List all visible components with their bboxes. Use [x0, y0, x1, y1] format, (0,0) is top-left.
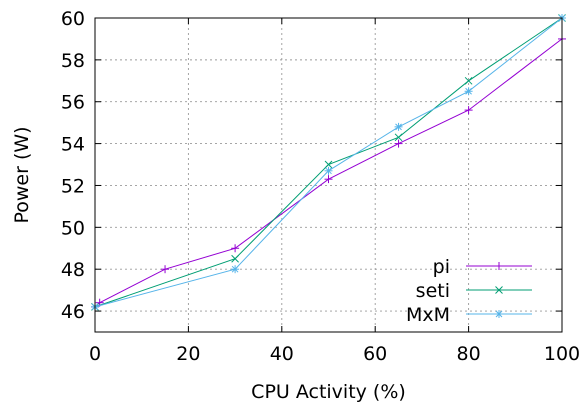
data-point-pi: [324, 175, 333, 184]
y-tick-label: 60: [61, 8, 85, 30]
data-point-mxm: [324, 166, 333, 175]
data-point-pi: [161, 265, 170, 274]
legend-marker-mxm: [495, 310, 503, 318]
data-point-seti: [464, 76, 473, 85]
x-tick-label: 40: [270, 343, 294, 365]
legend-marker-seti: [495, 286, 503, 294]
axis-ticks: 0 20 40 60 80 100 46 48 50 52 54 56 58 60: [61, 8, 580, 365]
y-tick-label: 54: [61, 134, 85, 156]
y-tick-label: 58: [61, 50, 85, 72]
x-axis-label: CPU Activity (%): [251, 381, 406, 403]
series-group: [91, 14, 566, 311]
series-line-pi: [94, 38, 563, 308]
x-tick-label: 0: [89, 343, 101, 365]
legend-label-seti: seti: [416, 280, 450, 302]
data-point-mxm: [464, 87, 473, 96]
legend-label-pi: pi: [433, 256, 450, 278]
y-tick-label: 48: [61, 259, 85, 281]
data-point-mxm: [394, 122, 403, 131]
grid-lines: [95, 18, 562, 332]
series-line-seti: [94, 17, 563, 308]
x-tick-label: 20: [176, 343, 200, 365]
y-tick-label: 52: [61, 175, 85, 197]
y-tick-label: 56: [61, 92, 85, 114]
legend-label-mxm: MxM: [406, 304, 450, 326]
data-point-seti: [231, 254, 239, 263]
data-point-seti: [394, 133, 403, 142]
data-point-mxm: [231, 265, 240, 274]
y-tick-label: 46: [61, 301, 85, 323]
legend-marker-pi: [495, 262, 503, 270]
x-tick-label: 100: [544, 343, 580, 365]
plot-frame: [94, 17, 563, 333]
data-point-pi: [231, 244, 240, 253]
y-tick-label: 50: [61, 217, 85, 239]
data-point-pi: [394, 139, 403, 148]
y-axis-label: Power (W): [11, 126, 33, 223]
x-tick-label: 80: [457, 343, 481, 365]
x-tick-label: 60: [363, 343, 387, 365]
data-point-seti: [324, 160, 333, 169]
data-point-pi: [464, 106, 473, 115]
series-line-mxm: [94, 17, 563, 308]
